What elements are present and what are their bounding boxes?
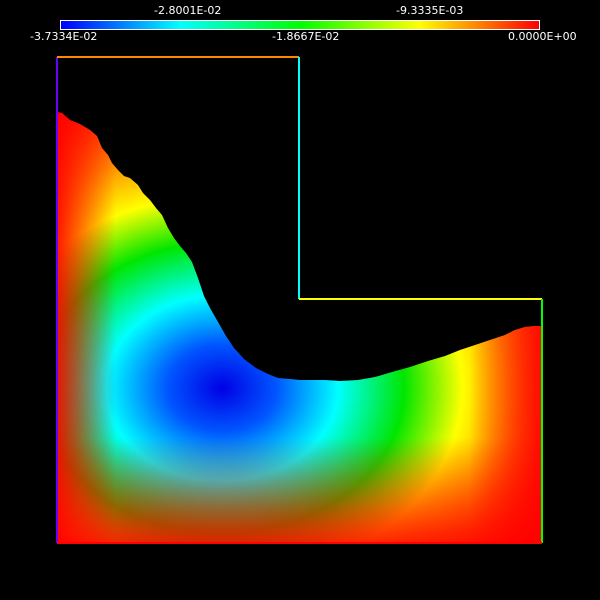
colorbar-label-top-2: -9.3335E-03 <box>396 4 464 17</box>
colorbar-label-bottom-min: -3.7334E-02 <box>30 30 98 43</box>
colorbar-label-bottom-mid: -1.8667E-02 <box>272 30 340 43</box>
colorbar-label-bottom-max: 0.0000E+00 <box>508 30 577 43</box>
colorbar-gradient <box>60 20 540 30</box>
colorbar-label-top-1: -2.8001E-02 <box>154 4 222 17</box>
domain-boundary <box>56 56 543 544</box>
